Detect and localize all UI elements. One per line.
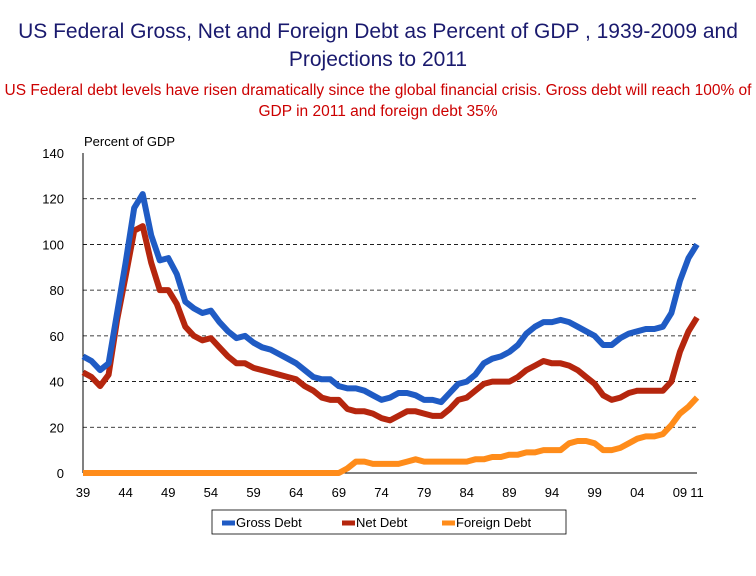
y-tick-labels: 0 20 40 60 80 100 120 140 — [42, 146, 64, 481]
chart-title: US Federal Gross, Net and Foreign Debt a… — [18, 20, 738, 71]
x-tick-label: 44 — [118, 485, 132, 500]
series-line-gross-debt — [81, 191, 700, 406]
x-tick-label: 39 — [76, 485, 90, 500]
x-tick-label: 79 — [417, 485, 431, 500]
x-tick-label: 69 — [332, 485, 346, 500]
x-tick-label: 54 — [204, 485, 218, 500]
x-tick-label: 89 — [502, 485, 516, 500]
x-tick-label: 84 — [460, 485, 474, 500]
legend-label-net-debt: Net Debt — [356, 515, 408, 530]
y-tick-label: 100 — [42, 237, 64, 252]
x-tick-label: 11 — [690, 485, 704, 500]
series-line-net-debt — [81, 223, 700, 424]
x-tick-label: 09 — [673, 485, 687, 500]
series-line-foreign-debt — [83, 395, 700, 476]
x-tick-label: 74 — [374, 485, 388, 500]
y-tick-label: 0 — [57, 466, 64, 481]
legend-label-foreign-debt: Foreign Debt — [456, 515, 532, 530]
x-tick-label: 94 — [545, 485, 559, 500]
legend-box — [211, 509, 567, 535]
y-tick-label: 140 — [42, 146, 64, 161]
chart-subtitle: US Federal debt levels have risen dramat… — [4, 82, 752, 120]
y-tick-label: 120 — [42, 192, 64, 207]
y-tick-label: 20 — [50, 420, 64, 435]
y-axis-label: Percent of GDP — [84, 134, 175, 149]
legend-label-gross-debt: Gross Debt — [236, 515, 302, 530]
axes — [82, 153, 697, 474]
x-tick-labels: 39 44 49 54 59 64 69 74 79 84 89 94 99 04 09 11 — [76, 485, 704, 500]
x-tick-label: 04 — [630, 485, 644, 500]
x-tick-label: 49 — [161, 485, 175, 500]
legend: Gross Debt Net Debt Foreign Debt — [211, 509, 567, 535]
y-tick-label: 40 — [50, 375, 64, 390]
y-tick-label: 60 — [50, 329, 64, 344]
x-tick-label: 99 — [587, 485, 601, 500]
series-lines — [81, 191, 700, 476]
x-tick-label: 64 — [289, 485, 303, 500]
y-tick-label: 80 — [50, 283, 64, 298]
x-tick-label: 59 — [246, 485, 260, 500]
